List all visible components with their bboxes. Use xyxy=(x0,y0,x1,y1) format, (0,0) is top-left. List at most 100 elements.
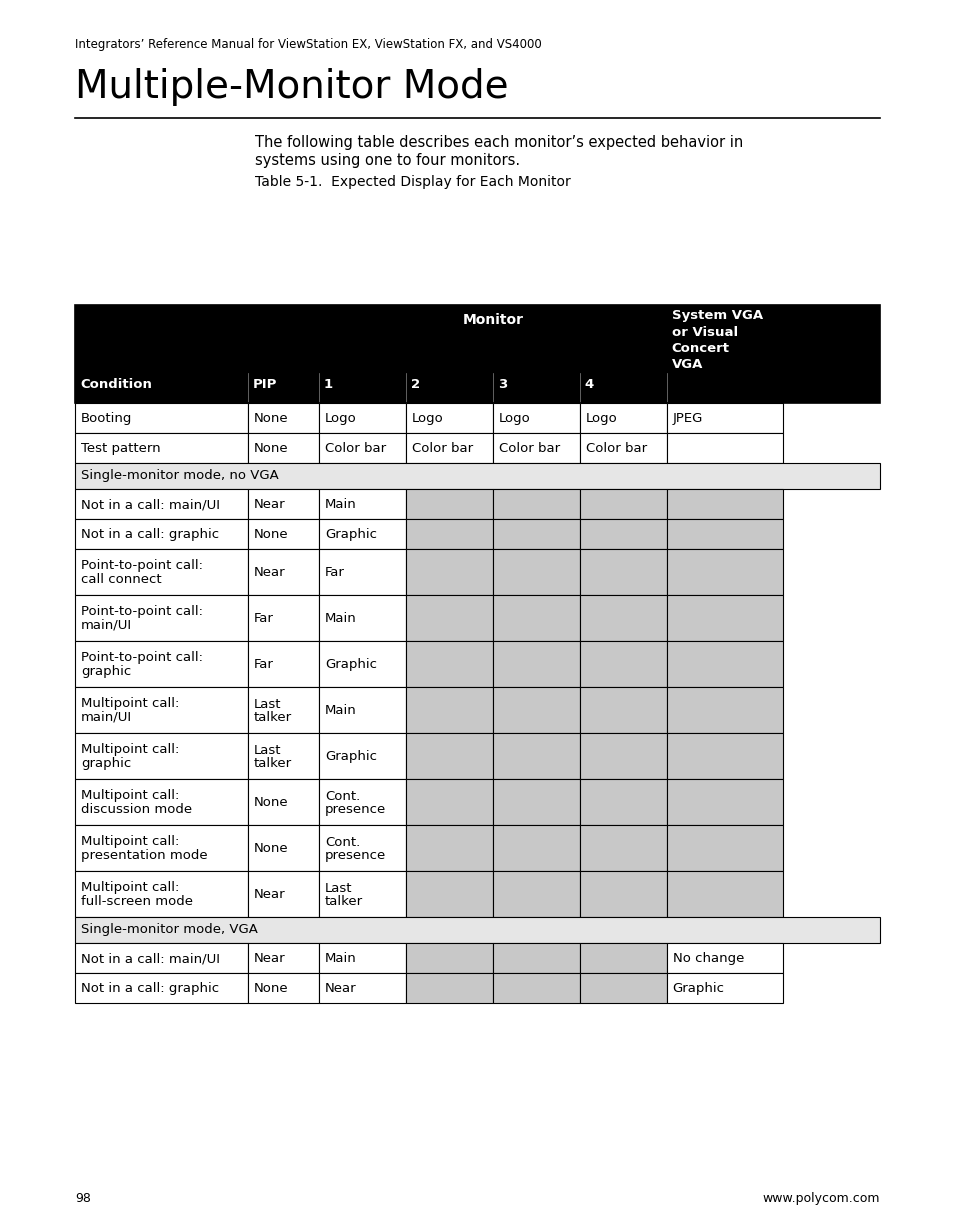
Bar xyxy=(405,640,493,687)
Text: main/UI: main/UI xyxy=(81,618,132,632)
Bar xyxy=(666,779,782,825)
Bar xyxy=(75,871,248,917)
Text: Color bar: Color bar xyxy=(585,442,646,455)
Bar xyxy=(493,687,579,733)
Text: Near: Near xyxy=(253,566,285,579)
Bar xyxy=(318,733,405,779)
Bar xyxy=(318,779,405,825)
Bar xyxy=(75,548,248,595)
Text: Last: Last xyxy=(253,697,281,710)
Text: Single-monitor mode, VGA: Single-monitor mode, VGA xyxy=(81,924,257,936)
Bar xyxy=(405,871,493,917)
Text: Color bar: Color bar xyxy=(325,442,386,455)
Text: None: None xyxy=(253,842,289,855)
Bar xyxy=(666,548,782,595)
Text: 3: 3 xyxy=(497,378,506,391)
Text: talker: talker xyxy=(253,710,292,724)
Bar xyxy=(75,306,879,402)
Bar xyxy=(493,402,579,433)
Bar xyxy=(75,595,248,640)
Bar xyxy=(318,871,405,917)
Bar xyxy=(75,463,879,490)
Text: Not in a call: main/UI: Not in a call: main/UI xyxy=(81,952,220,966)
Text: Integrators’ Reference Manual for ViewStation EX, ViewStation FX, and VS4000: Integrators’ Reference Manual for ViewSt… xyxy=(75,38,541,52)
Text: presentation mode: presentation mode xyxy=(81,849,208,863)
Bar xyxy=(248,779,318,825)
Bar xyxy=(666,519,782,548)
Text: Multipoint call:: Multipoint call: xyxy=(81,697,179,710)
Bar xyxy=(75,779,248,825)
Bar xyxy=(579,402,666,433)
Text: Graphic: Graphic xyxy=(672,983,724,995)
Bar xyxy=(318,490,405,519)
Bar xyxy=(579,973,666,1002)
Text: Last: Last xyxy=(253,744,281,757)
Text: talker: talker xyxy=(325,894,363,908)
Bar xyxy=(493,779,579,825)
Text: 1: 1 xyxy=(324,378,333,391)
Bar xyxy=(75,640,248,687)
Text: Main: Main xyxy=(325,704,356,718)
Bar xyxy=(405,519,493,548)
Text: Color bar: Color bar xyxy=(498,442,559,455)
Text: None: None xyxy=(253,412,289,426)
Text: Not in a call: graphic: Not in a call: graphic xyxy=(81,529,219,541)
Bar xyxy=(579,490,666,519)
Text: graphic: graphic xyxy=(81,665,132,679)
Bar xyxy=(493,490,579,519)
Bar xyxy=(248,402,318,433)
Bar xyxy=(493,595,579,640)
Bar xyxy=(579,871,666,917)
Bar xyxy=(405,433,493,463)
Bar xyxy=(248,490,318,519)
Bar xyxy=(666,640,782,687)
Text: Logo: Logo xyxy=(412,412,443,426)
Bar xyxy=(75,433,248,463)
Text: Monitor: Monitor xyxy=(462,313,523,328)
Bar xyxy=(666,944,782,973)
Text: Near: Near xyxy=(325,983,356,995)
Bar xyxy=(579,640,666,687)
Bar xyxy=(666,433,782,463)
Text: None: None xyxy=(253,796,289,810)
Bar xyxy=(666,687,782,733)
Text: Far: Far xyxy=(325,566,344,579)
Text: The following table describes each monitor’s expected behavior in: The following table describes each monit… xyxy=(254,135,742,150)
Text: Not in a call: main/UI: Not in a call: main/UI xyxy=(81,498,220,512)
Text: Main: Main xyxy=(325,952,356,966)
Text: presence: presence xyxy=(325,802,386,816)
Text: Single-monitor mode, no VGA: Single-monitor mode, no VGA xyxy=(81,470,278,482)
Bar xyxy=(405,733,493,779)
Bar xyxy=(75,944,248,973)
Bar xyxy=(405,779,493,825)
Bar xyxy=(405,973,493,1002)
Text: 98: 98 xyxy=(75,1191,91,1205)
Text: Multipoint call:: Multipoint call: xyxy=(81,881,179,894)
Bar xyxy=(579,733,666,779)
Bar xyxy=(248,548,318,595)
Text: 2: 2 xyxy=(411,378,419,391)
Bar xyxy=(579,548,666,595)
Bar xyxy=(493,548,579,595)
Text: Graphic: Graphic xyxy=(325,529,376,541)
Text: Multipoint call:: Multipoint call: xyxy=(81,789,179,802)
Text: talker: talker xyxy=(253,757,292,771)
Text: PIP: PIP xyxy=(253,378,277,391)
Text: Last: Last xyxy=(325,881,352,894)
Text: No change: No change xyxy=(672,952,743,966)
Bar xyxy=(405,595,493,640)
Bar xyxy=(493,733,579,779)
Text: main/UI: main/UI xyxy=(81,710,132,724)
Bar xyxy=(493,433,579,463)
Bar xyxy=(318,433,405,463)
Bar xyxy=(405,490,493,519)
Text: Far: Far xyxy=(253,612,274,626)
Bar xyxy=(75,733,248,779)
Bar xyxy=(248,825,318,871)
Bar xyxy=(248,944,318,973)
Text: System VGA
or Visual
Concert
VGA: System VGA or Visual Concert VGA xyxy=(671,309,762,372)
Bar xyxy=(579,433,666,463)
Text: Cont.: Cont. xyxy=(325,789,360,802)
Bar xyxy=(248,973,318,1002)
Bar xyxy=(318,519,405,548)
